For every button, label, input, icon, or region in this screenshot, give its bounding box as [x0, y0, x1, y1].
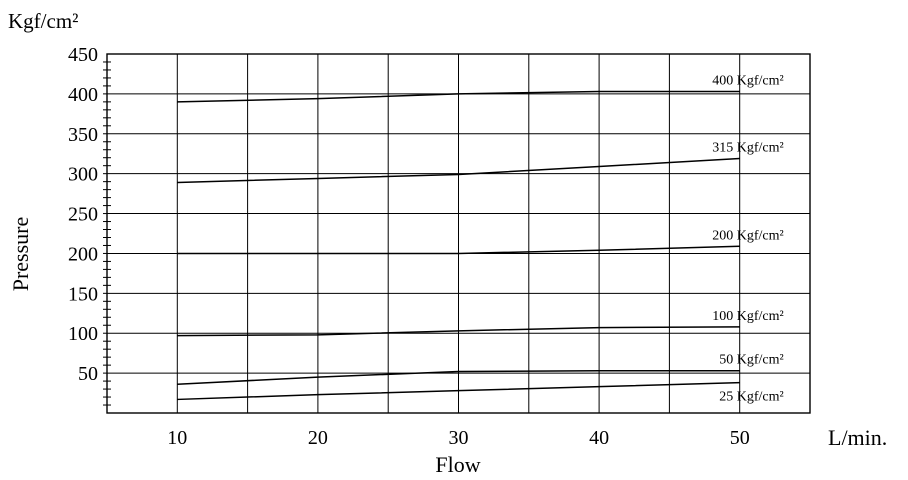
series-labels: 400 Kgf/cm² 315 Kgf/cm² 200 Kgf/cm² 100 Kgf… — [712, 73, 783, 404]
series-lines — [177, 90, 740, 401]
series-label: 200 Kgf/cm² — [712, 228, 783, 243]
x-unit-label: L/min. — [828, 425, 887, 450]
y-tick-label: 150 — [68, 283, 98, 305]
y-tick-label: 100 — [68, 323, 98, 345]
series-line — [177, 326, 740, 337]
y-tick-label: 400 — [68, 84, 98, 106]
x-tick-label: 40 — [589, 427, 609, 449]
series-line — [177, 381, 740, 401]
y-tick-label: 200 — [68, 243, 98, 265]
y-unit-label: Kgf/cm² — [8, 9, 78, 33]
x-tick-labels: 10 20 30 40 50 — [167, 427, 749, 449]
series-line — [177, 369, 740, 386]
y-tick-label: 450 — [68, 44, 98, 66]
x-tick-label: 30 — [449, 427, 469, 449]
x-tick-label: 10 — [167, 427, 187, 449]
series-label: 400 Kgf/cm² — [712, 73, 783, 88]
series-line — [177, 245, 740, 255]
grid-lines — [107, 54, 810, 413]
x-axis-title: Flow — [435, 452, 480, 477]
y-tick-label: 50 — [78, 363, 98, 385]
y-tick-labels: 50 100 150 200 250 300 350 400 450 — [68, 44, 98, 385]
series-label: 25 Kgf/cm² — [719, 390, 783, 405]
plot-frame — [106, 53, 811, 414]
x-tick-label: 50 — [730, 427, 750, 449]
x-tick-label: 20 — [308, 427, 328, 449]
y-tick-label: 300 — [68, 164, 98, 186]
y-axis-title: Pressure — [8, 217, 33, 292]
y-tick-label: 350 — [68, 124, 98, 146]
series-label: 50 Kgf/cm² — [719, 353, 783, 368]
series-line — [177, 157, 740, 184]
series-label: 100 Kgf/cm² — [712, 309, 783, 324]
series-line — [177, 90, 740, 103]
series-label: 315 Kgf/cm² — [712, 141, 783, 156]
y-tick-label: 250 — [68, 204, 98, 226]
